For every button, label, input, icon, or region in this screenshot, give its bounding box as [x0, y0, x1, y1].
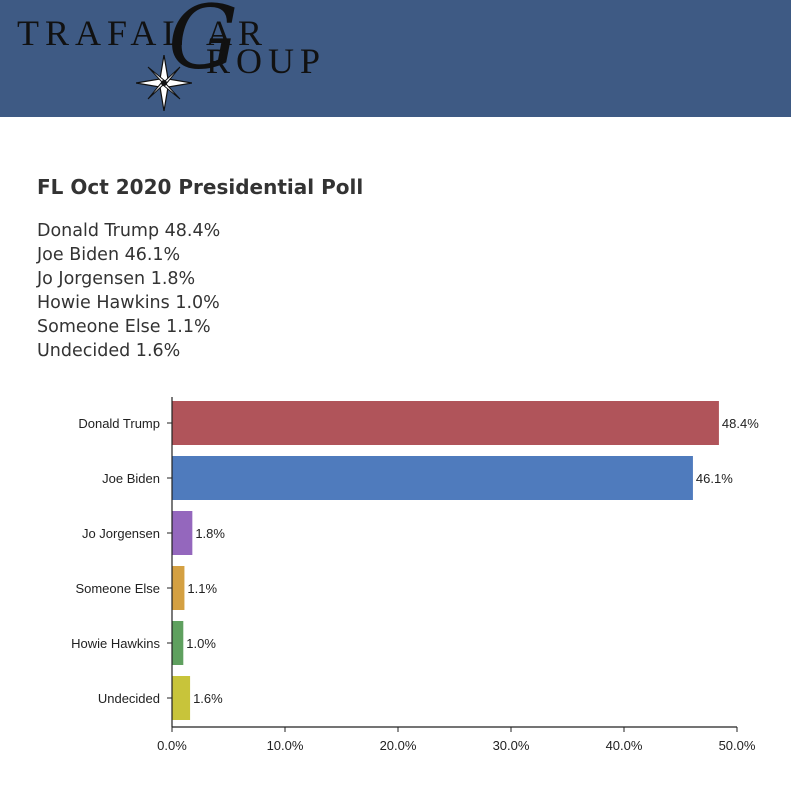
data-label: 48.4% — [722, 416, 759, 431]
x-tick-label: 40.0% — [606, 738, 643, 753]
category-label: Jo Jorgensen — [82, 526, 160, 541]
category-label: Donald Trump — [78, 416, 160, 431]
x-tick-label: 0.0% — [157, 738, 187, 753]
summary-line: Someone Else 1.1% — [37, 317, 211, 337]
category-label: Undecided — [98, 691, 160, 706]
summary-line: Howie Hawkins 1.0% — [37, 293, 220, 313]
data-label: 1.0% — [186, 636, 216, 651]
bar — [172, 566, 185, 610]
x-tick-label: 50.0% — [719, 738, 756, 753]
logo-text-trafal: TRAFAL — [17, 13, 191, 53]
results-summary: Donald Trump 48.4% Joe Biden 46.1% Jo Jo… — [37, 219, 220, 363]
logo-text-ar: AR — [206, 13, 269, 53]
data-label: 46.1% — [696, 471, 733, 486]
data-label: 1.1% — [187, 581, 217, 596]
page-title: FL Oct 2020 Presidential Poll — [37, 175, 364, 199]
category-label: Joe Biden — [102, 471, 160, 486]
logo-text-roup: ROUP — [206, 41, 327, 81]
x-tick-label: 20.0% — [380, 738, 417, 753]
category-label: Howie Hawkins — [71, 636, 160, 651]
category-label: Someone Else — [75, 581, 160, 596]
summary-line: Joe Biden 46.1% — [37, 245, 181, 265]
summary-line: Donald Trump 48.4% — [37, 221, 221, 241]
data-label: 1.6% — [193, 691, 223, 706]
data-label: 1.8% — [195, 526, 225, 541]
summary-line: Undecided 1.6% — [37, 341, 181, 361]
bar — [172, 456, 693, 500]
poll-bar-chart: 48.4% Donald Trump 46.1% Joe Biden 1.8% Jo Jo… — [71, 397, 759, 753]
x-tick-label: 30.0% — [493, 738, 530, 753]
x-tick-label: 10.0% — [267, 738, 304, 753]
header-banner: TRAFAL G AR ROUP — [0, 0, 791, 117]
bar — [172, 621, 184, 665]
bar — [172, 511, 193, 555]
summary-line: Jo Jorgensen 1.8% — [37, 269, 196, 289]
compass-star-icon — [136, 55, 192, 111]
bar — [172, 676, 191, 720]
bar — [172, 401, 719, 445]
